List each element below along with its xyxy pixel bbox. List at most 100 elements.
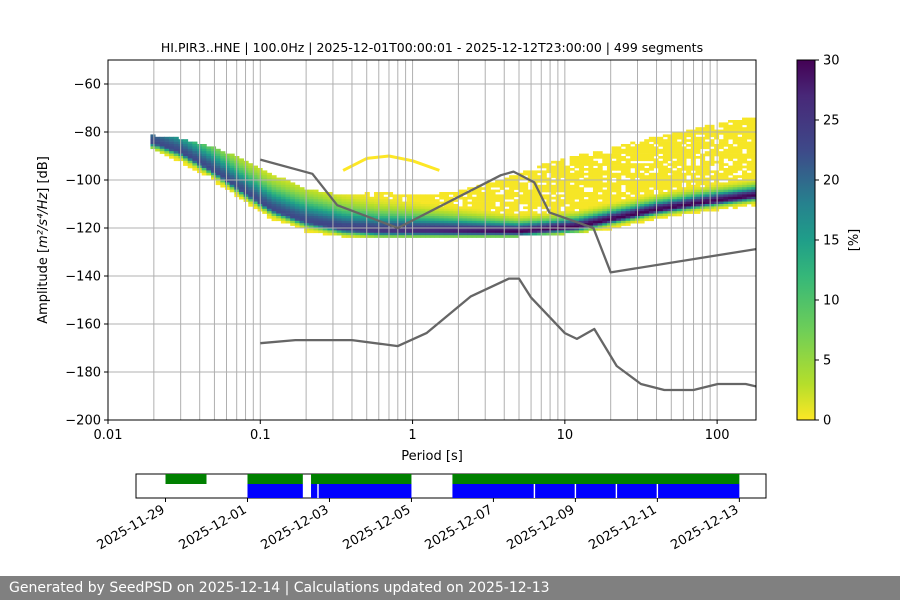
psd-cell <box>383 196 389 200</box>
psd-cell <box>625 172 631 176</box>
psd-cell <box>560 175 566 178</box>
psd-cell <box>695 148 701 152</box>
psd-cell <box>453 204 459 207</box>
psd-cell <box>560 172 566 176</box>
psd-cell <box>588 170 594 174</box>
psd-cell <box>732 153 738 157</box>
psd-cell <box>429 194 435 198</box>
psd-cell <box>728 180 734 183</box>
psd-cell <box>388 192 394 195</box>
psd-cell <box>378 230 384 234</box>
psd-cell <box>578 192 585 195</box>
psd-cell <box>667 153 673 157</box>
psd-cell <box>485 218 491 222</box>
psd-cell <box>252 187 258 190</box>
psd-cell <box>704 146 710 150</box>
psd-cell <box>271 201 277 205</box>
psd-cell <box>616 204 622 207</box>
psd-cell <box>243 180 249 183</box>
psd-cell <box>732 206 738 210</box>
psd-cell <box>578 156 585 159</box>
psd-cell <box>658 199 664 202</box>
psd-cell <box>676 153 682 157</box>
psd-cell <box>537 223 543 226</box>
psd-cell <box>211 160 217 164</box>
psd-cell <box>183 158 189 162</box>
timeline-gap <box>615 484 618 498</box>
psd-cell <box>723 175 729 178</box>
psd-cell <box>630 206 636 210</box>
psd-cell <box>662 148 668 152</box>
psd-cell <box>518 201 524 205</box>
psd-cell <box>644 153 650 157</box>
data-availability-timeline <box>165 474 740 498</box>
psd-cell <box>378 204 384 207</box>
psd-cell <box>676 160 682 164</box>
psd-cell <box>648 163 654 166</box>
psd-cell <box>252 194 258 198</box>
psd-cell <box>606 170 612 174</box>
psd-cell <box>569 189 575 193</box>
psd-cell <box>397 230 403 234</box>
psd-cell <box>369 206 375 210</box>
psd-cell <box>238 182 245 186</box>
psd-cell <box>453 194 459 198</box>
psd-cell <box>453 208 459 212</box>
psd-cell <box>271 175 277 178</box>
psd-cell <box>457 223 463 226</box>
psd-cell <box>709 199 715 202</box>
psd-cell <box>658 216 664 219</box>
psd-cell <box>746 182 752 186</box>
psd-cell <box>313 211 319 214</box>
psd-outlier-band <box>412 159 440 172</box>
psd-cell <box>611 146 617 150</box>
psd-cell <box>313 220 319 224</box>
psd-cell <box>578 182 585 186</box>
psd-cell <box>723 127 729 130</box>
psd-cell <box>532 216 538 219</box>
psd-cell <box>560 170 566 174</box>
psd-cell <box>313 201 319 205</box>
psd-cell <box>238 165 245 169</box>
psd-cell <box>280 180 286 183</box>
psd-cell <box>290 182 296 186</box>
psd-cell <box>294 189 300 193</box>
psd-cell <box>546 180 552 183</box>
psd-cell <box>457 208 463 212</box>
psd-cell <box>569 177 575 181</box>
psd-cell <box>583 208 589 212</box>
psd-cell <box>746 141 752 145</box>
psd-cell <box>718 139 724 142</box>
psd-cell <box>173 148 179 152</box>
psd-cell <box>592 172 599 176</box>
psd-cell <box>625 223 631 226</box>
psd-cell <box>644 175 650 178</box>
psd-cell <box>420 218 426 222</box>
psd-cell <box>434 225 440 229</box>
psd-cell <box>732 146 738 150</box>
psd-cell <box>592 189 599 193</box>
psd-cell <box>462 199 468 202</box>
psd-cell <box>336 208 342 212</box>
psd-cell <box>751 175 756 178</box>
psd-cell <box>695 199 701 202</box>
psd-cell <box>672 156 678 159</box>
psd-cell <box>495 220 501 224</box>
psd-cell <box>574 184 580 188</box>
psd-cell <box>509 225 515 229</box>
psd-cell <box>266 189 272 193</box>
psd-cell <box>639 165 645 169</box>
psd-cell <box>704 163 710 166</box>
psd-cell <box>318 194 324 198</box>
psd-cell <box>662 180 668 183</box>
psd-cell <box>346 211 352 214</box>
psd-cell <box>662 194 668 198</box>
psd-cell <box>723 194 729 198</box>
psd-cell <box>434 228 440 231</box>
psd-cell <box>183 146 189 150</box>
psd-cell <box>704 194 710 198</box>
psd-cell <box>704 168 710 171</box>
psd-cell <box>420 220 426 224</box>
psd-cell <box>578 172 585 176</box>
psd-cell <box>574 230 580 234</box>
